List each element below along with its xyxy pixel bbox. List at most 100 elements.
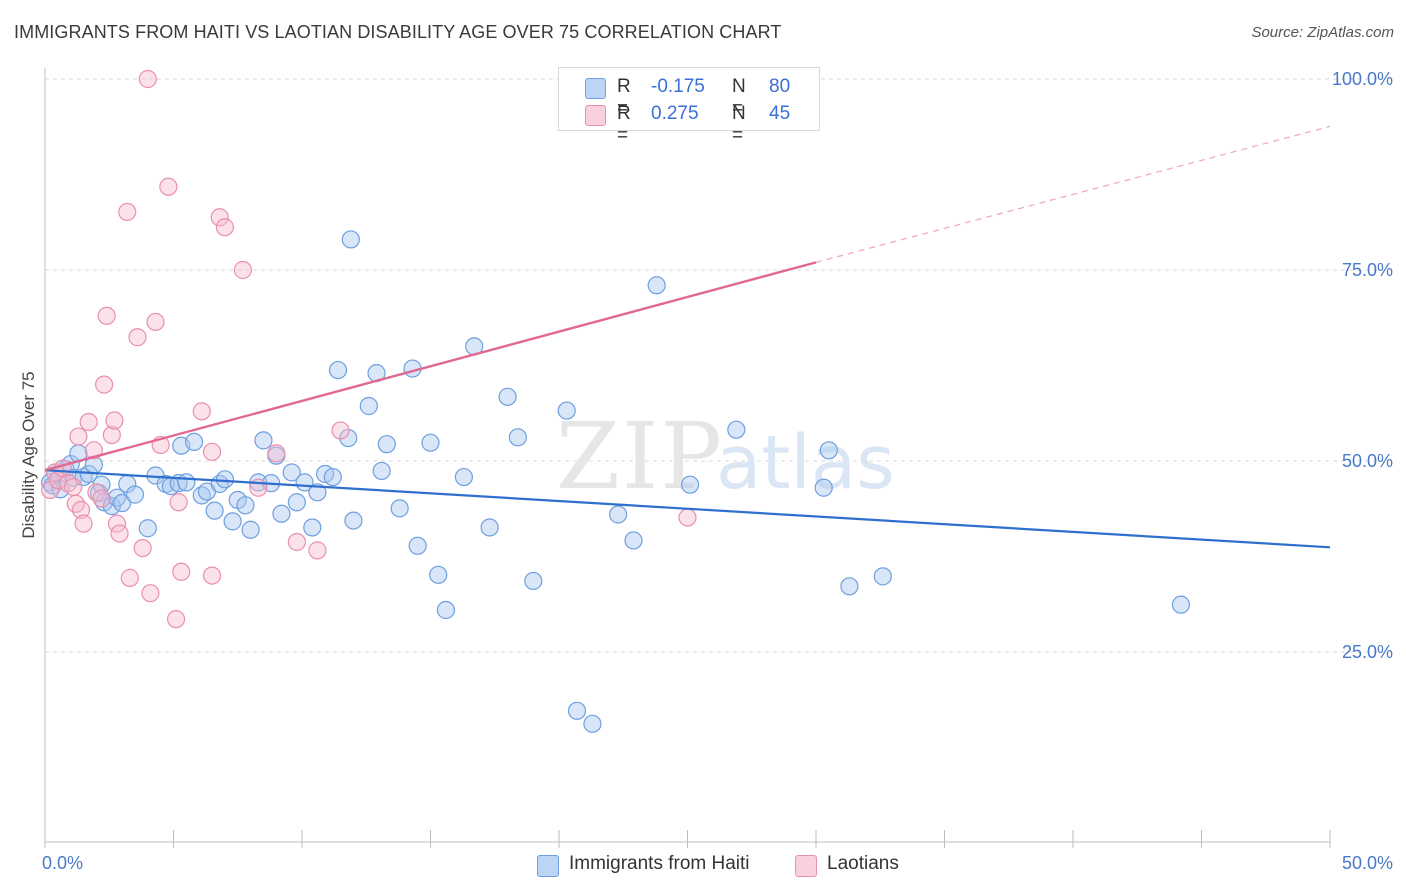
laotians-legend-swatch	[795, 855, 817, 877]
trend-lines	[44, 125, 1331, 549]
laotians-point	[202, 442, 222, 461]
haiti-point	[480, 518, 499, 537]
haiti-swatch	[585, 78, 606, 99]
haiti-point	[359, 396, 378, 416]
axes	[44, 68, 1331, 848]
haiti-point	[454, 467, 474, 487]
y-tick-label: 100.0%	[1332, 69, 1393, 89]
laotians-point	[202, 566, 222, 585]
haiti-point	[524, 571, 543, 591]
laotians-swatch	[585, 105, 606, 126]
haiti-point	[272, 504, 291, 523]
series-legend: Immigrants from Haiti Laotians	[0, 850, 1406, 880]
haiti-point	[840, 577, 859, 596]
laotians-point	[172, 562, 191, 581]
legend-label: Laotians	[827, 853, 899, 874]
laotians-point	[79, 412, 98, 432]
haiti-point	[436, 600, 456, 620]
y-axis-title: Disability Age Over 75	[19, 371, 38, 538]
haiti-point	[236, 496, 255, 515]
laotians-point	[128, 328, 147, 347]
laotians-point	[210, 208, 229, 227]
watermark: ZIP atlas	[556, 403, 895, 510]
haiti-point	[429, 565, 448, 584]
y-tick-label: 75.0%	[1342, 260, 1393, 280]
haiti-point	[254, 431, 273, 450]
x-tick-label: 50.0%	[1342, 853, 1393, 873]
haiti-point	[567, 701, 587, 720]
laotians-trend-line	[44, 261, 817, 472]
laotians-point	[71, 500, 91, 519]
haiti-point	[328, 360, 348, 380]
haiti-point	[282, 463, 301, 482]
haiti-point	[287, 493, 306, 512]
laotians-point	[92, 489, 111, 508]
haiti-point	[421, 433, 440, 452]
laotians-point	[159, 177, 178, 196]
haiti-point	[583, 714, 602, 733]
haiti-point	[819, 441, 838, 460]
haiti-point	[308, 483, 327, 502]
laotians-point	[133, 538, 152, 558]
legend-label: Immigrants from Haiti	[569, 853, 750, 874]
laotians-point	[138, 69, 157, 89]
haiti-point	[372, 461, 391, 481]
haiti-point	[390, 499, 409, 518]
laotians-point	[69, 427, 88, 446]
laotians-point	[331, 421, 350, 440]
n-value: 80	[769, 76, 791, 97]
laotians-point	[308, 541, 327, 560]
y-tick-label: 25.0%	[1342, 642, 1393, 662]
haiti-point	[344, 511, 363, 530]
laotians-point	[120, 568, 139, 587]
laotians-point	[110, 524, 129, 543]
laotians-point	[41, 480, 60, 500]
laotians-point	[102, 425, 121, 445]
n-label: N =	[732, 76, 746, 119]
haiti-point	[508, 428, 527, 447]
haiti-point	[112, 493, 132, 513]
haiti-point	[647, 276, 666, 295]
haiti-point	[873, 567, 892, 586]
haiti-point	[138, 519, 157, 538]
chart-title: IMMIGRANTS FROM HAITI VS LAOTIAN DISABIL…	[14, 22, 782, 42]
watermark-zip: ZIP	[556, 403, 724, 510]
haiti-point	[814, 478, 833, 497]
haiti-point	[241, 520, 260, 539]
haiti-point	[680, 475, 700, 494]
haiti-point	[408, 536, 427, 555]
haiti-point	[624, 531, 643, 550]
haiti-legend-swatch	[537, 855, 559, 877]
r-value: -0.175	[651, 76, 705, 97]
haiti-point	[557, 401, 576, 420]
haiti-point	[498, 387, 517, 406]
haiti-point	[184, 432, 204, 451]
laotians-point	[192, 402, 211, 421]
haiti-point	[377, 435, 396, 454]
laotians-point	[74, 514, 93, 533]
laotians-point	[95, 375, 114, 394]
laotians-point	[678, 508, 697, 527]
haiti-point	[64, 468, 83, 487]
x-tick-label: 0.0%	[42, 853, 83, 873]
haiti-point	[341, 230, 360, 249]
laotians-point	[64, 477, 83, 497]
series-haiti-points	[41, 230, 1191, 733]
source-label: Source: ZipAtlas.com	[1251, 24, 1394, 41]
laotians-point	[169, 493, 188, 512]
laotians-point	[215, 218, 234, 237]
laotians-point	[233, 260, 252, 280]
haiti-point	[107, 488, 127, 507]
laotians-point	[287, 532, 306, 552]
haiti-point	[223, 512, 242, 531]
haiti-point	[609, 505, 628, 524]
r-label: R =	[617, 103, 631, 146]
laotians-point	[141, 584, 160, 603]
laotians-point	[105, 411, 124, 430]
tick-labels: 25.0% 50.0% 75.0% 100.0% 0.0% 50.0%	[42, 69, 1393, 873]
haiti-point	[1171, 595, 1191, 614]
laotians-point	[267, 444, 286, 463]
watermark-atlas: atlas	[716, 420, 895, 506]
haiti-point	[303, 518, 322, 537]
